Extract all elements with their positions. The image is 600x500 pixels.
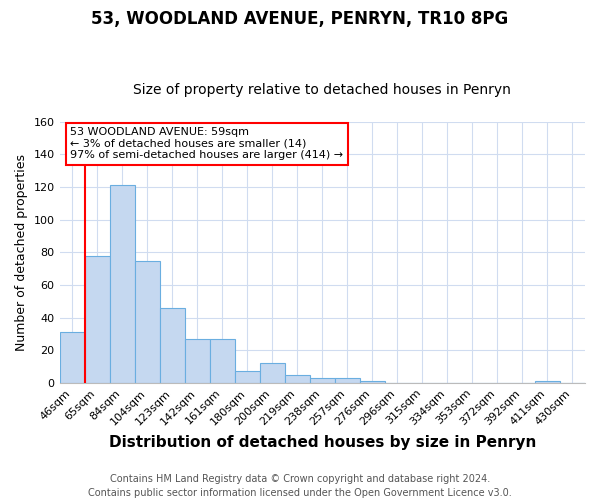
Bar: [335, 378, 360, 383]
Bar: [134, 260, 160, 383]
Y-axis label: Number of detached properties: Number of detached properties: [15, 154, 28, 351]
Text: 53 WOODLAND AVENUE: 59sqm
← 3% of detached houses are smaller (14)
97% of semi-d: 53 WOODLAND AVENUE: 59sqm ← 3% of detach…: [70, 127, 343, 160]
X-axis label: Distribution of detached houses by size in Penryn: Distribution of detached houses by size …: [109, 435, 536, 450]
Bar: [235, 372, 260, 383]
Bar: [360, 382, 385, 383]
Bar: [310, 378, 335, 383]
Bar: [285, 375, 310, 383]
Bar: [535, 382, 560, 383]
Title: Size of property relative to detached houses in Penryn: Size of property relative to detached ho…: [133, 83, 511, 97]
Text: Contains HM Land Registry data © Crown copyright and database right 2024.
Contai: Contains HM Land Registry data © Crown c…: [88, 474, 512, 498]
Bar: [260, 364, 285, 383]
Bar: [209, 339, 235, 383]
Bar: [85, 256, 110, 383]
Text: 53, WOODLAND AVENUE, PENRYN, TR10 8PG: 53, WOODLAND AVENUE, PENRYN, TR10 8PG: [91, 10, 509, 28]
Bar: [185, 339, 209, 383]
Bar: [59, 332, 85, 383]
Bar: [110, 186, 134, 383]
Bar: [160, 308, 185, 383]
